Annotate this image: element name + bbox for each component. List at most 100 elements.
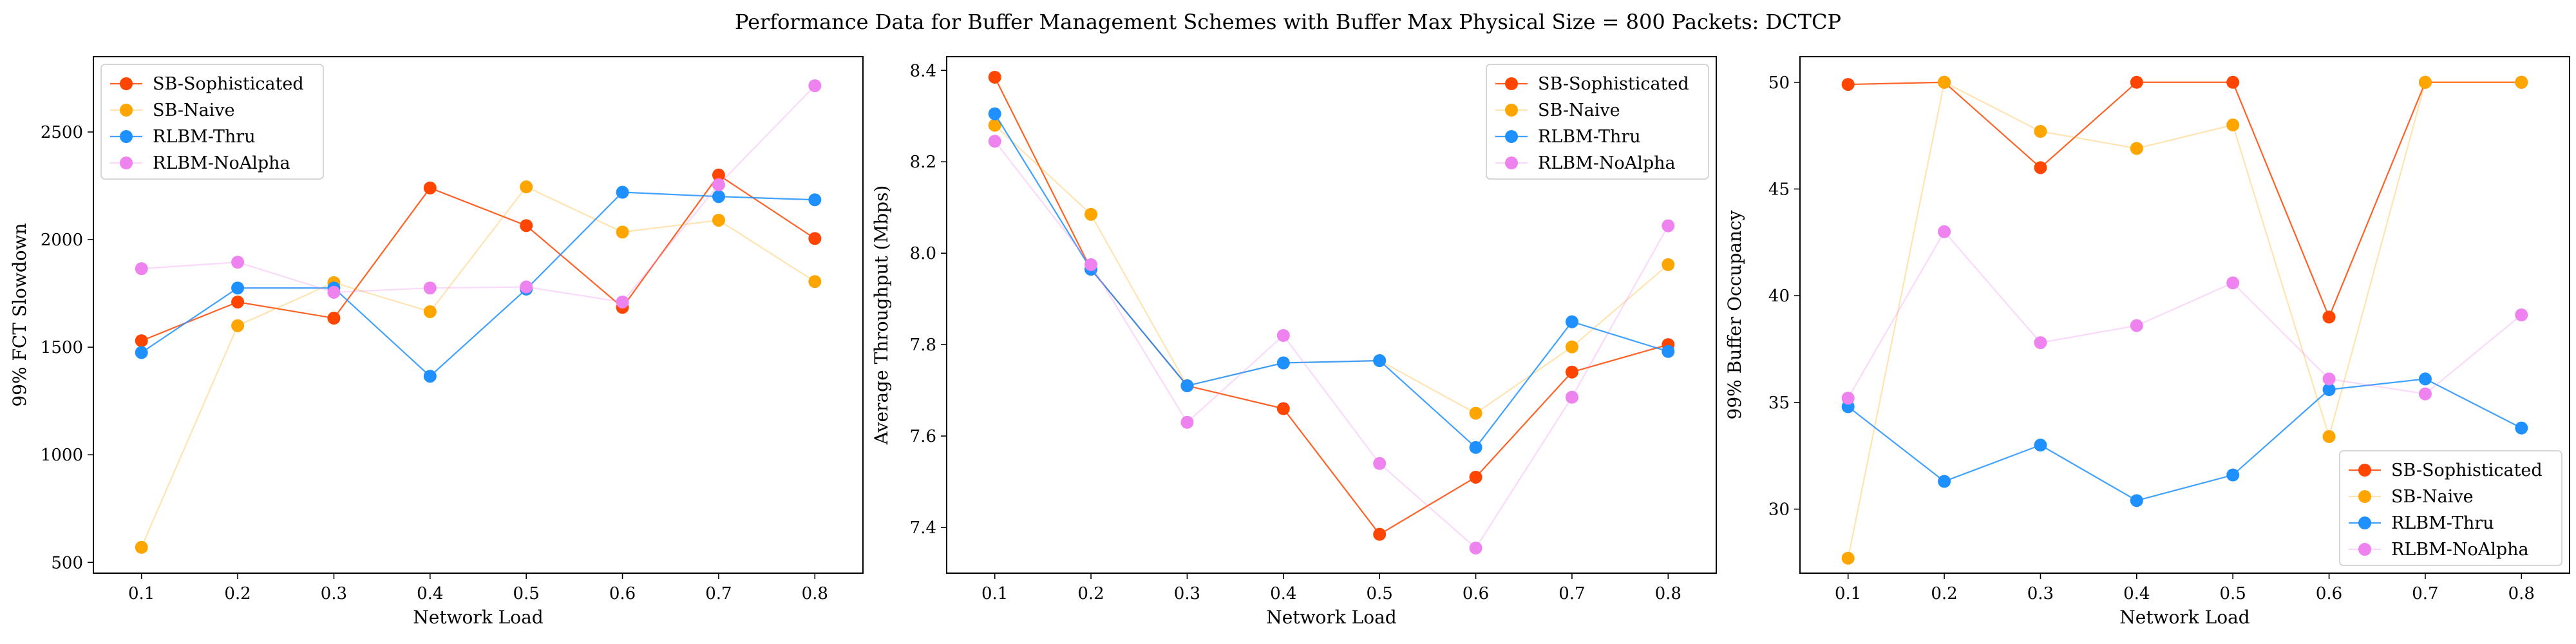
legend-swatch-marker xyxy=(120,104,133,117)
chart-panel-1: 0.1 0.2 0.3 0.4 0.5 0.6 0.7 0.8 500 1000 1500 2000 2… xyxy=(9,56,864,628)
series-sb-naive xyxy=(135,180,822,554)
data-point xyxy=(1565,340,1578,354)
x-tick-label: 0.8 xyxy=(1655,584,1681,603)
data-point xyxy=(1662,345,1675,358)
y-tick-label: 8.2 xyxy=(910,153,936,172)
x-tick-label: 0.6 xyxy=(1463,584,1489,603)
x-tick-label: 0.8 xyxy=(802,584,828,603)
y-tick-label: 8.4 xyxy=(910,61,936,80)
data-point xyxy=(808,275,822,289)
legend: SB-Sophisticated SB-Naive RLBM-Thru RLBM-No… xyxy=(100,64,324,180)
data-point xyxy=(2226,468,2240,482)
legend-swatch-marker xyxy=(1505,77,1518,90)
legend-swatch-marker xyxy=(120,130,133,143)
data-point xyxy=(135,540,148,554)
legend-label: RLBM-NoAlpha xyxy=(1538,153,1676,173)
y-axis-label: 99% FCT Slowdown xyxy=(9,223,30,406)
data-point xyxy=(1373,527,1387,541)
legend-box xyxy=(2339,450,2562,566)
series-rlbm-thru xyxy=(1841,372,2528,507)
data-point xyxy=(2130,142,2143,155)
y-tick-label: 500 xyxy=(51,553,83,573)
series-line xyxy=(1848,378,2522,502)
data-point xyxy=(2515,75,2528,89)
data-point xyxy=(423,281,437,295)
chart-panel-2: 0.1 0.2 0.3 0.4 0.5 0.6 0.7 0.8 7.4 7.6 7.8 8.0 8.2 8… xyxy=(871,56,1717,628)
data-point xyxy=(1180,379,1194,393)
series-line xyxy=(141,174,815,342)
x-tick-label: 0.3 xyxy=(1174,584,1200,603)
data-point xyxy=(1565,390,1578,404)
y-tick-label: 45 xyxy=(1768,180,1790,199)
y-tick-label: 2000 xyxy=(41,231,83,250)
data-point xyxy=(712,178,725,191)
data-point xyxy=(423,181,437,194)
axes-frame xyxy=(946,56,1717,574)
x-tick-label: 0.2 xyxy=(224,584,251,603)
legend-label: SB-Sophisticated xyxy=(153,74,304,94)
data-point xyxy=(808,232,822,245)
data-point xyxy=(2322,430,2336,443)
legend: SB-Sophisticated SB-Naive RLBM-Thru RLBM-No… xyxy=(1486,64,1709,180)
y-tick-label: 50 xyxy=(1768,73,1790,93)
legend-label: RLBM-Thru xyxy=(1538,127,1641,147)
data-point xyxy=(616,295,629,308)
legend-entry: RLBM-Thru xyxy=(2349,513,2494,533)
y-tick-label: 1000 xyxy=(41,446,83,465)
legend-swatch-marker xyxy=(2358,543,2371,556)
x-tick-label: 0.7 xyxy=(705,584,732,603)
series-line xyxy=(994,140,1669,549)
legend-swatch-marker xyxy=(120,156,133,169)
chart-panels: 0.1 0.2 0.3 0.4 0.5 0.6 0.7 0.8 500 1000 1500 2000 2… xyxy=(9,56,2570,628)
data-point xyxy=(231,295,245,308)
y-axis-label: 99% Buffer Occupancy xyxy=(1724,210,1745,419)
data-point xyxy=(231,256,245,269)
data-point xyxy=(2515,308,2528,321)
data-point xyxy=(231,281,245,295)
legend-entry: SB-Sophisticated xyxy=(1495,74,1689,94)
legend-swatch-marker xyxy=(120,77,133,90)
series-line xyxy=(141,191,815,377)
data-point xyxy=(1662,219,1675,232)
x-tick-label: 0.2 xyxy=(1931,584,1957,603)
x-tick-label: 0.7 xyxy=(1558,584,1585,603)
legend-entry: SB-Naive xyxy=(2349,487,2474,507)
legend-label: RLBM-Thru xyxy=(153,127,256,147)
data-point xyxy=(808,193,822,207)
series-line xyxy=(994,113,1669,449)
data-point xyxy=(1469,470,1482,484)
y-tick-label: 7.4 xyxy=(910,518,936,538)
data-point xyxy=(1841,392,1855,405)
data-point xyxy=(1276,356,1290,370)
series-rlbm-noalpha xyxy=(135,79,822,308)
data-point xyxy=(1565,315,1578,328)
legend: SB-Sophisticated SB-Naive RLBM-Thru RLBM-No… xyxy=(2339,450,2562,566)
data-point xyxy=(1276,328,1290,342)
x-tick-label: 0.4 xyxy=(2123,584,2150,603)
data-point xyxy=(327,285,341,299)
data-point xyxy=(1841,551,1855,565)
series-rlbm-noalpha xyxy=(1841,225,2528,405)
data-point xyxy=(1565,365,1578,379)
legend-label: RLBM-NoAlpha xyxy=(153,153,290,173)
x-tick-label: 0.5 xyxy=(2220,584,2246,603)
legend-entry: RLBM-NoAlpha xyxy=(2349,540,2529,560)
legend-entry: SB-Naive xyxy=(1495,100,1620,120)
data-point xyxy=(2515,421,2528,435)
data-point xyxy=(2418,372,2432,386)
data-point xyxy=(1841,78,1855,91)
legend-box xyxy=(100,64,324,180)
legend-label: SB-Naive xyxy=(1538,100,1620,120)
legend-swatch-marker xyxy=(2358,490,2371,503)
axes-frame xyxy=(93,56,864,574)
series-line xyxy=(140,185,815,548)
legend-label: SB-Naive xyxy=(2391,487,2474,507)
series-sb-sophisticated xyxy=(1841,75,2528,324)
series-sb-naive xyxy=(1841,75,2528,565)
data-point xyxy=(988,118,1001,132)
data-point xyxy=(2322,372,2336,386)
data-point xyxy=(2034,336,2047,350)
x-tick-label: 0.5 xyxy=(1367,584,1393,603)
data-point xyxy=(520,219,533,232)
